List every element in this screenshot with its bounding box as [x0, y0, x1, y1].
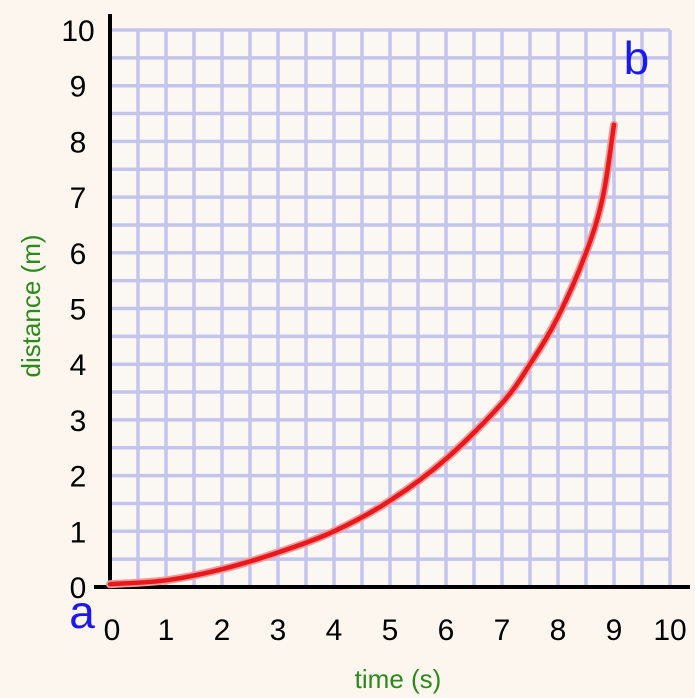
axes [94, 14, 690, 589]
x-tick-label: 10 [653, 614, 686, 647]
y-tick-label: 4 [70, 349, 87, 382]
x-tick-label: 9 [606, 614, 623, 647]
grid [108, 28, 672, 589]
y-tick-label: 8 [70, 126, 87, 159]
x-tick-label: 1 [158, 614, 175, 647]
y-tick-label: 10 [61, 15, 94, 48]
y-tick-label: 0 [70, 572, 87, 605]
x-tick-label: 0 [104, 614, 121, 647]
point-label-a: a [69, 586, 95, 638]
x-tick-label: 3 [270, 614, 287, 647]
x-tick-label: 6 [438, 614, 455, 647]
tick-labels: 0 1 2 3 4 5 6 7 8 9 10 0 1 2 3 4 5 6 7 8 9 10 [61, 15, 686, 647]
series-layer [106, 120, 618, 589]
x-tick-label: 4 [326, 614, 343, 647]
y-tick-label: 7 [70, 182, 87, 215]
x-axis-title: time (s) [355, 664, 442, 694]
x-tick-label: 7 [494, 614, 511, 647]
y-tick-label: 2 [70, 461, 87, 494]
annotations: ab [69, 32, 649, 638]
y-tick-label: 9 [70, 71, 87, 104]
y-tick-label: 6 [70, 238, 87, 271]
y-tick-label: 5 [70, 294, 87, 327]
y-tick-label: 3 [70, 405, 87, 438]
x-tick-label: 8 [550, 614, 567, 647]
y-tick-label: 1 [70, 516, 87, 549]
x-tick-label: 5 [382, 614, 399, 647]
y-axis-title: distance (m) [16, 234, 46, 377]
x-tick-label: 2 [214, 614, 231, 647]
point-label-b: b [624, 32, 650, 84]
series-line [107, 122, 617, 587]
